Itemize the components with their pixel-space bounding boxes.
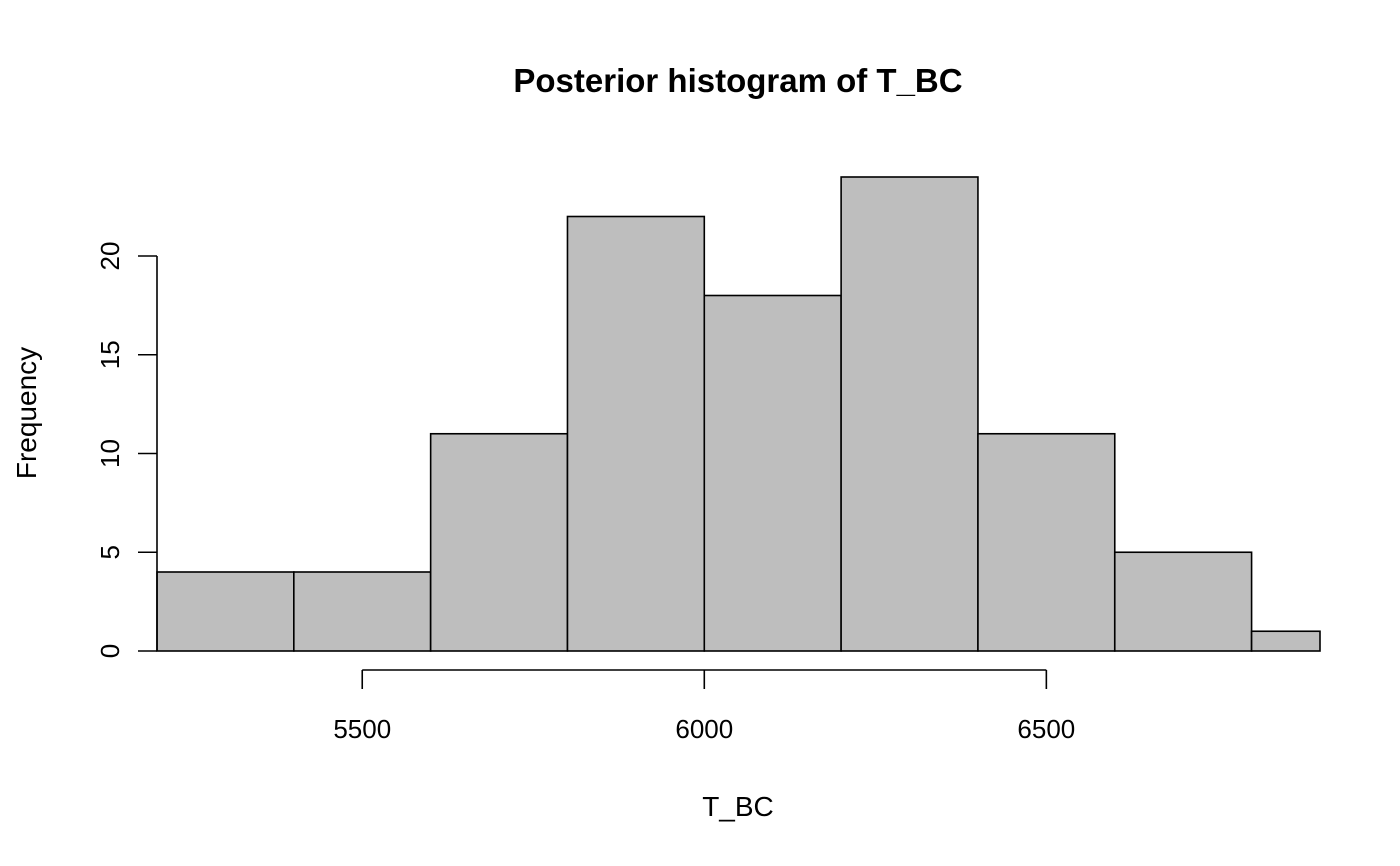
chart-title: Posterior histogram of T_BC xyxy=(513,62,962,99)
histogram-bar-8 xyxy=(1250,630,1321,652)
y-tick-label-0: 0 xyxy=(95,644,125,658)
histogram-bar-4 xyxy=(703,294,842,652)
y-tick-label-4: 20 xyxy=(95,242,125,271)
histogram-bar-6 xyxy=(977,432,1116,652)
y-tick-label-3: 15 xyxy=(95,340,125,369)
y-tick-label-2: 10 xyxy=(95,439,125,468)
y-axis: 0 5 10 15 20 xyxy=(95,242,158,658)
histogram-bar-2 xyxy=(429,432,569,652)
x-axis-label: T_BC xyxy=(702,791,774,822)
y-tick-label-1: 5 xyxy=(95,545,125,559)
x-tick-label-1: 6000 xyxy=(675,714,733,744)
histogram-bar-3 xyxy=(566,215,706,652)
y-axis-label: Frequency xyxy=(11,347,42,479)
histogram-bar-1 xyxy=(293,571,432,652)
histogram-bar-5 xyxy=(840,176,979,652)
x-tick-label-2: 6500 xyxy=(1017,714,1075,744)
x-axis: 5500 6000 6500 xyxy=(333,669,1075,744)
x-tick-label-0: 5500 xyxy=(333,714,391,744)
bars-group xyxy=(156,176,1321,652)
histogram-bar-7 xyxy=(1113,551,1253,652)
histogram-bar-0 xyxy=(156,571,295,652)
